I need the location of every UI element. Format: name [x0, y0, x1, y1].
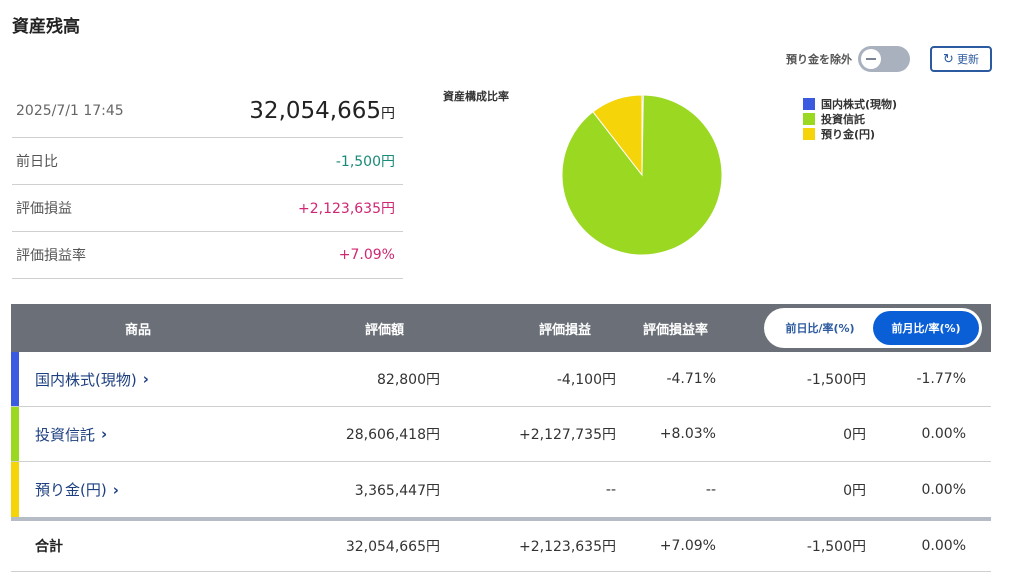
page-title: 資産残高: [12, 17, 80, 37]
row-color-bar: [11, 407, 19, 461]
row-pl-rate: -4.71%: [666, 371, 716, 387]
exclude-deposit-toggle[interactable]: [858, 46, 910, 72]
refresh-button[interactable]: ↻ 更新: [930, 46, 992, 72]
row-pl: +2,127,735円: [519, 427, 616, 443]
summary-label: 評価損益: [16, 201, 72, 217]
row-name: 投資信託: [35, 425, 96, 444]
exclude-deposit-toggle-group: 預り金を除外: [786, 46, 910, 72]
summary-total: 32,054,665円: [249, 98, 395, 124]
row-name-link[interactable]: 国内株式(現物) ›: [35, 352, 149, 406]
refresh-label: 更新: [956, 53, 979, 66]
change-period-switch: 前日比/率(%) 前月比/率(%): [764, 308, 982, 348]
legend-swatch: [803, 127, 815, 140]
chart-title: 資産構成比率: [443, 90, 509, 103]
exclude-deposit-label: 預り金を除外: [786, 53, 852, 66]
summary-value: -1,500円: [335, 154, 395, 170]
summary-row-pl-rate: 評価損益率 +7.09%: [12, 232, 403, 279]
total-name: 合計: [35, 521, 63, 571]
row-change-rate: -1.77%: [916, 371, 966, 387]
chevron-right-icon: ›: [142, 370, 149, 388]
total-pl: +2,123,635円: [519, 539, 616, 555]
chart-legend: 国内株式(現物) 投資信託 預り金(円): [803, 96, 897, 141]
summary-panel: 2025/7/1 17:45 32,054,665円 前日比 -1,500円 評…: [12, 84, 403, 279]
table-header: 商品 評価額 評価損益 評価損益率 前日比/率(%) 前月比/率(%): [11, 304, 991, 352]
summary-row-day-change: 前日比 -1,500円: [12, 138, 403, 185]
legend-item: 国内株式(現物): [803, 96, 897, 111]
table-row[interactable]: 投資信託 › 28,606,418円 +2,127,735円 +8.03% 0円 …: [11, 407, 991, 462]
refresh-icon: ↻: [943, 51, 954, 67]
header-valuation: 評価額: [365, 322, 405, 338]
row-change-rate: 0.00%: [921, 426, 966, 442]
legend-label: 国内株式(現物): [821, 97, 898, 111]
row-change: -1,500円: [806, 372, 866, 388]
table-row[interactable]: 国内株式(現物) › 82,800円 -4,100円 -4.71% -1,500円…: [11, 352, 991, 407]
header-pl: 評価損益: [539, 322, 592, 338]
tab-day-change[interactable]: 前日比/率(%): [785, 322, 855, 335]
legend-label: 投資信託: [821, 112, 865, 126]
summary-value: +2,123,635円: [298, 201, 395, 217]
legend-label: 預り金(円): [821, 127, 876, 141]
header-pl-rate: 評価損益率: [643, 322, 709, 338]
row-name: 預り金(円): [35, 481, 107, 499]
holdings-table: 商品 評価額 評価損益 評価損益率 前日比/率(%) 前月比/率(%) 国内株式…: [11, 304, 991, 572]
total-pl-rate: +7.09%: [659, 538, 716, 554]
row-valuation: 28,606,418円: [345, 427, 440, 443]
summary-total-row: 2025/7/1 17:45 32,054,665円: [12, 84, 403, 138]
row-pl: -4,100円: [556, 372, 616, 388]
total-unit: 円: [381, 105, 395, 122]
summary-label: 評価損益率: [16, 248, 86, 264]
total-valuation: 32,054,665円: [345, 539, 440, 555]
total-label: 合計: [35, 539, 63, 555]
minus-icon: [866, 58, 876, 60]
table-total-row: 合計 32,054,665円 +2,123,635円 +7.09% -1,500…: [11, 517, 991, 572]
row-change-rate: 0.00%: [921, 481, 966, 498]
pie-slice-2: [592, 94, 643, 177]
summary-datetime: 2025/7/1 17:45: [16, 102, 124, 119]
asset-pie-chart: [561, 94, 723, 256]
header-product: 商品: [125, 322, 152, 338]
row-pl: --: [605, 481, 616, 498]
row-valuation: 3,365,447円: [354, 482, 440, 499]
row-change: 0円: [843, 482, 866, 499]
row-name: 国内株式(現物): [35, 370, 137, 389]
chevron-right-icon: ›: [101, 425, 108, 443]
row-change: 0円: [843, 427, 866, 443]
total-change-rate: 0.00%: [921, 538, 966, 554]
legend-item: 預り金(円): [803, 126, 897, 141]
row-name-link[interactable]: 投資信託 ›: [35, 407, 107, 461]
summary-value: +7.09%: [338, 247, 395, 263]
legend-swatch: [803, 97, 815, 110]
toggle-knob: [861, 49, 881, 69]
chevron-right-icon: ›: [112, 480, 119, 499]
row-pl-rate: --: [705, 481, 716, 498]
row-valuation: 82,800円: [377, 372, 440, 388]
summary-label: 前日比: [16, 154, 58, 170]
table-row[interactable]: 預り金(円) › 3,365,447円 -- -- 0円 0.00%: [11, 462, 991, 517]
legend-swatch: [803, 112, 815, 125]
row-pl-rate: +8.03%: [659, 426, 716, 442]
summary-row-pl: 評価損益 +2,123,635円: [12, 185, 403, 232]
total-change: -1,500円: [806, 539, 866, 555]
row-color-bar: [11, 462, 19, 517]
row-color-bar: [11, 352, 19, 406]
legend-item: 投資信託: [803, 111, 897, 126]
row-name-link[interactable]: 預り金(円) ›: [35, 462, 119, 517]
tab-month-change[interactable]: 前月比/率(%): [873, 311, 979, 345]
total-value: 32,054,665: [249, 97, 381, 124]
